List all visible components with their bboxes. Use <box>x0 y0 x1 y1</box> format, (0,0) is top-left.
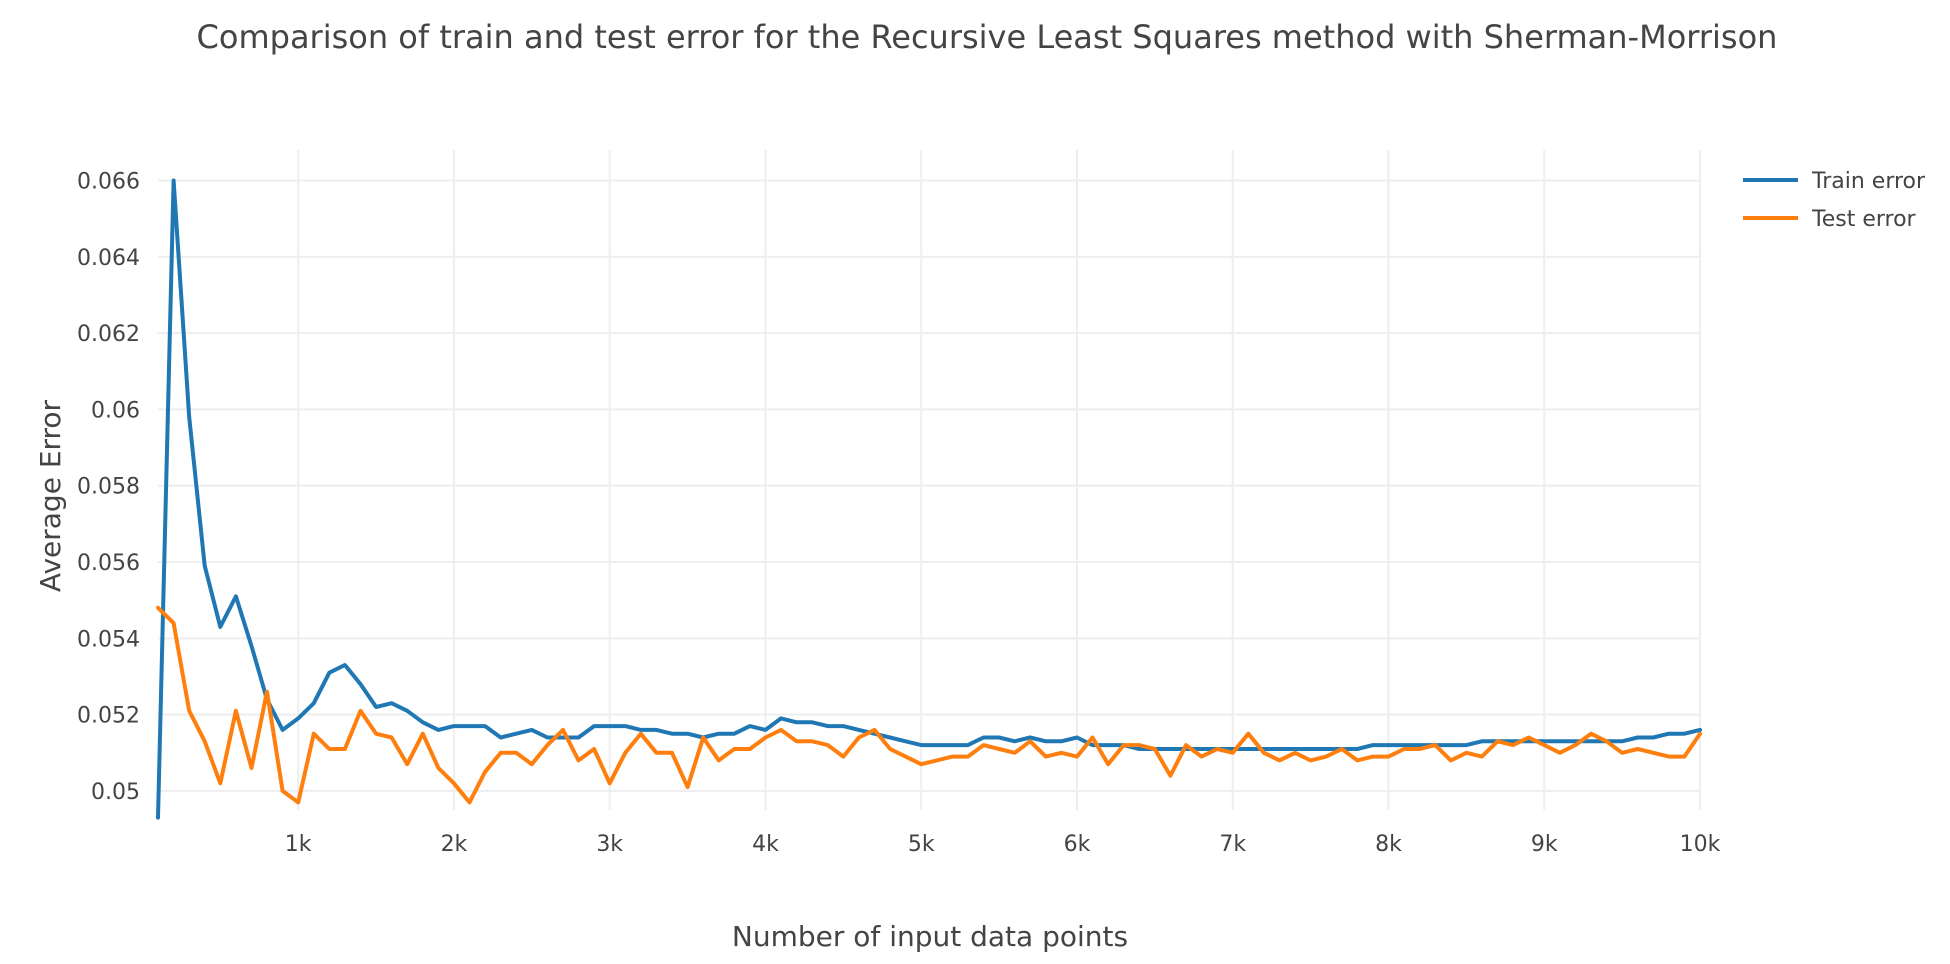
axis-ticks: 1k 2k 3k 4k 5k 6k 7k 8k 9k 10k 0.05 0.052 0.054 0.056… <box>77 170 1721 857</box>
legend-label: Test error <box>1811 207 1917 232</box>
test-error-line <box>156 605 1702 805</box>
y-axis-title: Average Error <box>34 399 67 592</box>
x-tick-label: 1k <box>285 832 312 857</box>
x-axis-title: Number of input data points <box>732 920 1128 953</box>
y-tick-label: 0.062 <box>77 322 140 347</box>
chart-title: Comparison of train and test error for t… <box>197 18 1778 56</box>
x-tick-label: 2k <box>441 832 468 857</box>
x-tick-label: 9k <box>1531 832 1558 857</box>
legend-item-test-error[interactable]: Test error <box>1743 207 1917 232</box>
x-tick-label: 5k <box>908 832 935 857</box>
x-tick-label: 8k <box>1375 832 1402 857</box>
legend-item-train-error[interactable]: Train error <box>1743 169 1926 194</box>
x-tick-label: 6k <box>1064 832 1091 857</box>
y-tick-label: 0.058 <box>77 475 140 500</box>
train-error-line <box>156 178 1702 820</box>
y-tick-label: 0.066 <box>77 170 140 195</box>
x-tick-label: 4k <box>752 832 779 857</box>
y-tick-label: 0.052 <box>77 704 140 729</box>
y-tick-label: 0.05 <box>91 780 140 805</box>
legend: Train error Test error <box>1743 169 1926 232</box>
grid <box>158 150 1701 810</box>
y-tick-label: 0.056 <box>77 551 140 576</box>
y-tick-label: 0.06 <box>91 398 140 423</box>
y-tick-label: 0.064 <box>77 246 140 271</box>
x-tick-label: 3k <box>596 832 623 857</box>
y-tick-label: 0.054 <box>77 627 140 652</box>
legend-label: Train error <box>1811 169 1926 194</box>
plot-series <box>156 178 1702 820</box>
x-tick-label: 10k <box>1680 832 1721 857</box>
x-tick-label: 7k <box>1219 832 1246 857</box>
